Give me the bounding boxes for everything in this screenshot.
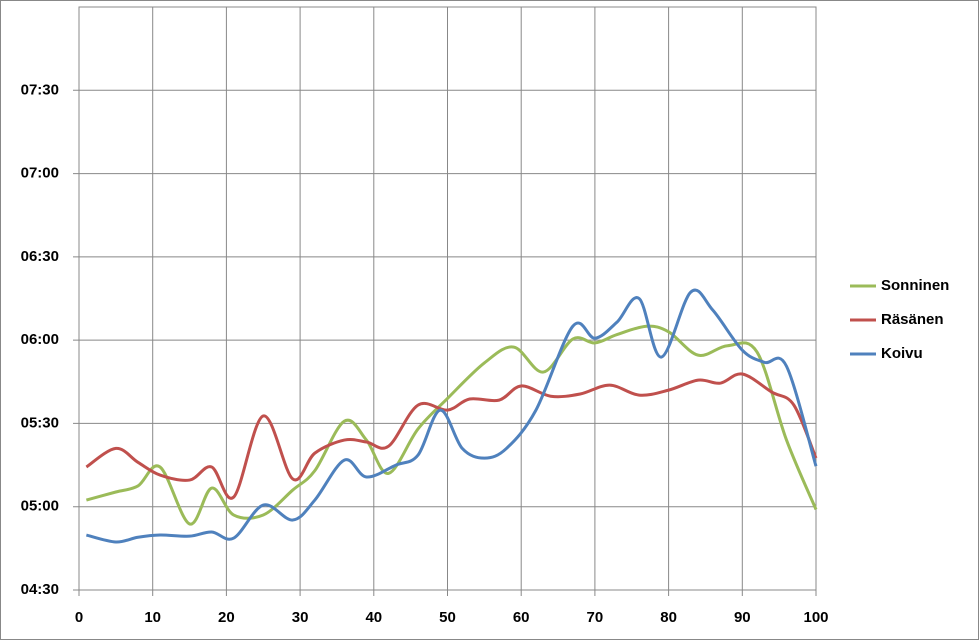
y-tick-label: 05:00 — [21, 498, 59, 515]
x-tick-label: 10 — [144, 609, 161, 626]
x-tick-label: 80 — [660, 609, 677, 626]
x-tick-label: 20 — [218, 609, 235, 626]
legend-label: Sonninen — [881, 277, 949, 294]
y-tick-label: 06:30 — [21, 248, 59, 265]
x-tick-label: 30 — [292, 609, 309, 626]
y-tick-label: 07:30 — [21, 81, 59, 98]
x-tick-label: 40 — [365, 609, 382, 626]
x-tick-label: 60 — [513, 609, 530, 626]
y-tick-label: 07:00 — [21, 165, 59, 182]
series-line — [86, 288, 818, 544]
x-tick-label: 0 — [75, 609, 83, 626]
y-tick-label: 05:30 — [21, 414, 59, 431]
legend-label: Räsänen — [881, 311, 944, 328]
x-tick-label: 70 — [587, 609, 604, 626]
x-tick-label: 100 — [803, 609, 828, 626]
y-tick-label: 06:00 — [21, 331, 59, 348]
series-line — [85, 372, 818, 500]
y-tick-label: 04:30 — [21, 581, 59, 598]
legend-label: Koivu — [881, 345, 923, 362]
x-tick-label: 50 — [439, 609, 456, 626]
x-tick-label: 90 — [734, 609, 751, 626]
series-line — [85, 324, 818, 526]
